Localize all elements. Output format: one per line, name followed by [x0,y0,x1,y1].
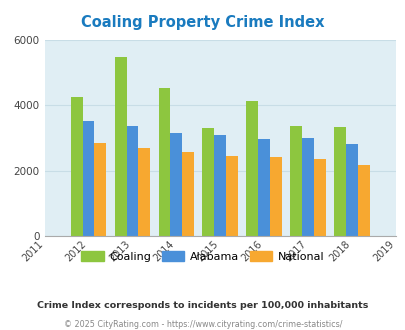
Bar [269,157,281,236]
Bar [313,159,325,236]
Bar [290,126,301,236]
Bar [70,97,83,236]
Bar [345,144,357,236]
Bar [158,88,170,236]
Bar [301,138,313,236]
Text: © 2025 CityRating.com - https://www.cityrating.com/crime-statistics/: © 2025 CityRating.com - https://www.city… [64,319,341,329]
Legend: Coaling, Alabama, National: Coaling, Alabama, National [77,247,328,267]
Bar [94,143,106,236]
Bar [138,148,150,236]
Bar [246,101,258,236]
Bar [126,126,138,236]
Bar [258,139,269,236]
Bar [170,133,182,236]
Bar [333,127,345,236]
Bar [182,152,194,236]
Bar [226,156,237,236]
Text: Coaling Property Crime Index: Coaling Property Crime Index [81,15,324,30]
Bar [83,121,94,236]
Bar [202,128,214,236]
Bar [114,57,126,236]
Text: Crime Index corresponds to incidents per 100,000 inhabitants: Crime Index corresponds to incidents per… [37,301,368,310]
Bar [214,135,226,236]
Bar [357,165,369,236]
